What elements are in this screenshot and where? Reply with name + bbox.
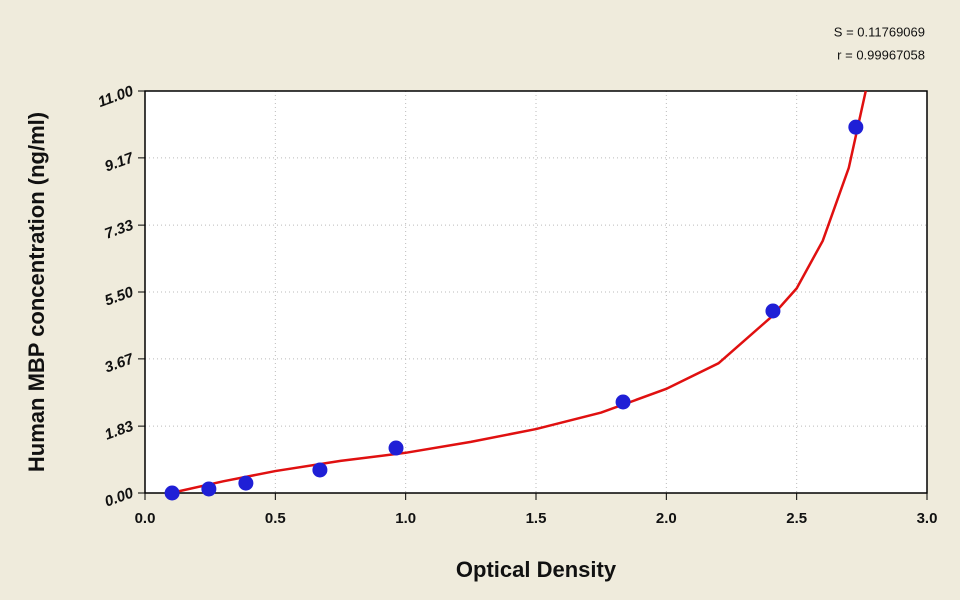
data-point bbox=[765, 303, 781, 319]
plot-border bbox=[144, 90, 928, 494]
data-point bbox=[848, 119, 864, 135]
annotation: r = 0.99967058 bbox=[837, 47, 925, 62]
data-point bbox=[312, 462, 328, 478]
x-tick-label: 3.0 bbox=[917, 510, 938, 527]
y-axis-title: Human MBP concentration (ng/ml) bbox=[24, 112, 49, 472]
data-point bbox=[164, 485, 180, 501]
x-tick-label: 2.0 bbox=[656, 510, 677, 527]
x-tick-label: 0.0 bbox=[135, 510, 156, 527]
data-point bbox=[615, 394, 631, 410]
annotation: S = 0.11769069 bbox=[834, 24, 925, 39]
x-tick-label: 1.0 bbox=[395, 510, 416, 527]
data-point bbox=[201, 481, 217, 497]
x-axis-title: Optical Density bbox=[456, 557, 617, 582]
x-tick-label: 1.5 bbox=[526, 510, 547, 527]
fit-curve bbox=[170, 90, 867, 495]
x-tick-label: 0.5 bbox=[265, 510, 286, 527]
data-point bbox=[238, 475, 254, 491]
x-tick-label: 2.5 bbox=[786, 510, 807, 527]
data-point bbox=[388, 440, 404, 456]
